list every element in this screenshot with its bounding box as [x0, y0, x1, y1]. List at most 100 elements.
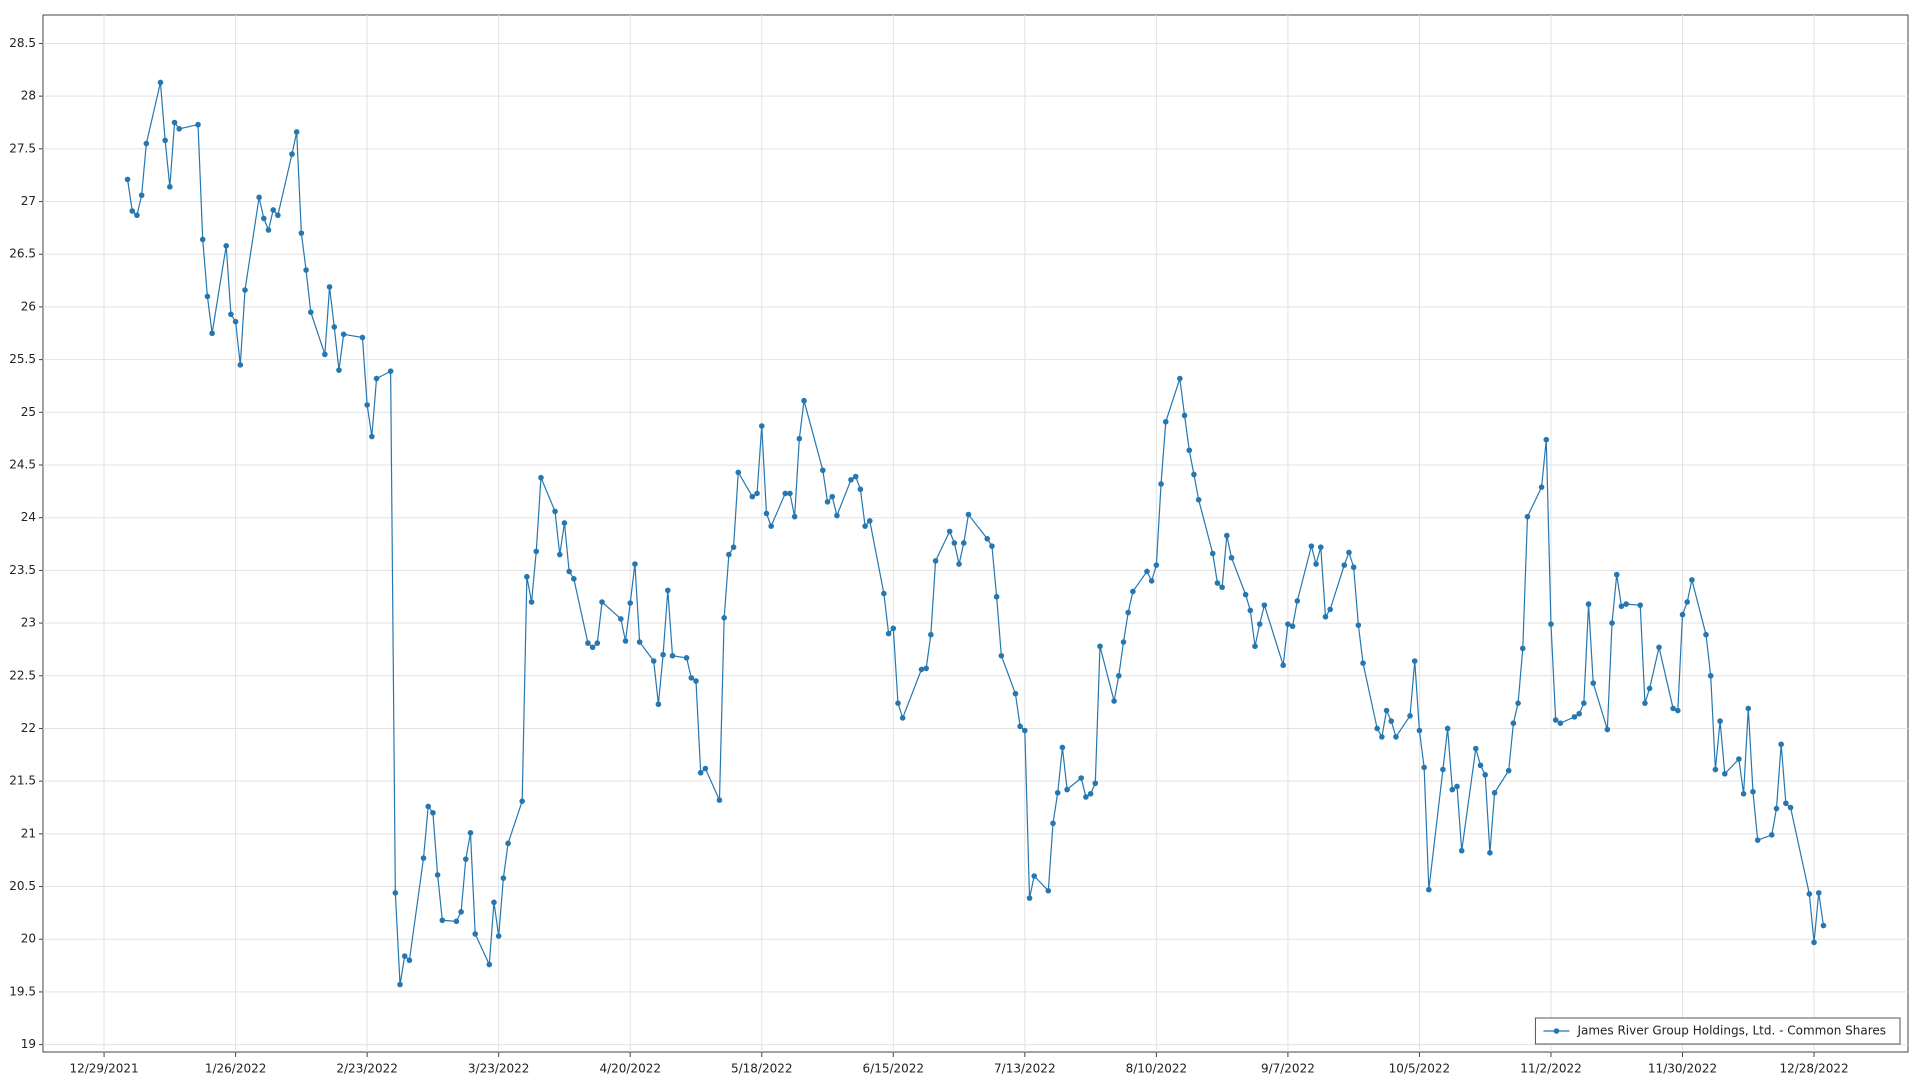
- point: [1487, 850, 1493, 856]
- point: [1327, 606, 1333, 613]
- point: [895, 700, 901, 706]
- point: [1815, 890, 1822, 896]
- point: [1444, 725, 1451, 732]
- point: [1360, 660, 1366, 666]
- point: [1045, 887, 1052, 894]
- point: [265, 227, 272, 233]
- point: [1538, 484, 1545, 490]
- point: [1026, 895, 1033, 901]
- point: [1379, 734, 1385, 740]
- point: [589, 644, 596, 651]
- y-tick-label: 21: [21, 826, 36, 840]
- point: [721, 615, 727, 621]
- point: [857, 486, 864, 493]
- point: [571, 576, 577, 582]
- point: [1473, 745, 1479, 752]
- point: [138, 192, 145, 199]
- point: [425, 803, 432, 810]
- point: [439, 917, 446, 924]
- point: [1195, 496, 1202, 503]
- point: [1571, 714, 1578, 720]
- point: [1228, 554, 1235, 561]
- legend-swatch-dot: [1553, 1028, 1560, 1034]
- point: [1552, 717, 1559, 723]
- point: [946, 528, 953, 535]
- point: [1209, 550, 1216, 557]
- x-tick-label: 8/10/2022: [1126, 1062, 1188, 1076]
- point: [1177, 375, 1183, 382]
- point: [627, 600, 634, 606]
- point: [1707, 672, 1714, 679]
- point: [556, 551, 563, 558]
- point: [824, 499, 831, 505]
- y-tick-label: 27: [21, 194, 36, 208]
- point: [462, 856, 469, 862]
- point: [754, 490, 760, 497]
- point: [561, 520, 568, 526]
- y-tick-label: 23.5: [9, 563, 36, 577]
- y-tick-label: 24.5: [9, 457, 36, 471]
- y-tick-label: 21.5: [9, 774, 36, 788]
- point: [758, 423, 765, 429]
- y-tick-label: 25: [21, 405, 36, 419]
- point: [500, 875, 507, 881]
- point: [453, 918, 460, 925]
- point: [852, 473, 859, 480]
- point: [566, 568, 572, 575]
- point: [1092, 780, 1099, 787]
- legend: James River Group Holdings, Ltd. - Commo…: [1534, 1017, 1901, 1045]
- point: [1778, 741, 1784, 748]
- point: [1261, 602, 1268, 608]
- point: [1158, 481, 1164, 487]
- point: [1374, 725, 1380, 732]
- point: [1684, 599, 1691, 605]
- point: [730, 544, 737, 551]
- point: [693, 678, 699, 684]
- x-tick-label: 4/20/2022: [599, 1062, 661, 1076]
- point: [1811, 939, 1817, 946]
- y-tick-label: 25.5: [9, 352, 36, 366]
- point: [303, 267, 309, 273]
- point: [1393, 734, 1399, 740]
- point: [1224, 532, 1230, 539]
- point: [1510, 720, 1517, 726]
- y-tick-label: 19.5: [9, 984, 36, 998]
- point: [791, 513, 798, 520]
- point: [322, 351, 328, 358]
- point: [848, 476, 854, 483]
- point: [1407, 713, 1413, 719]
- x-tick-label: 12/29/2021: [69, 1062, 138, 1076]
- point: [129, 208, 136, 214]
- point: [1440, 766, 1446, 773]
- point: [171, 119, 178, 126]
- point: [1120, 639, 1127, 645]
- point: [1712, 766, 1719, 773]
- point: [1285, 621, 1291, 627]
- point: [387, 368, 394, 375]
- point: [223, 242, 230, 249]
- point: [538, 474, 544, 481]
- point: [1022, 727, 1028, 734]
- point: [1346, 549, 1352, 556]
- point: [622, 638, 629, 644]
- point: [1012, 690, 1019, 697]
- point: [1153, 562, 1160, 568]
- point: [829, 493, 836, 500]
- point: [505, 840, 511, 847]
- point: [899, 715, 906, 721]
- point: [228, 311, 234, 318]
- point: [1543, 436, 1550, 443]
- point: [1721, 770, 1728, 777]
- point: [331, 324, 338, 330]
- point: [1754, 837, 1761, 843]
- point: [364, 402, 370, 408]
- point: [1604, 726, 1611, 733]
- point: [1322, 613, 1329, 620]
- point: [1524, 513, 1531, 520]
- point: [960, 540, 967, 546]
- point: [998, 652, 1005, 659]
- point: [1576, 710, 1582, 717]
- point: [1186, 447, 1193, 454]
- x-tick-label: 9/7/2022: [1261, 1062, 1315, 1076]
